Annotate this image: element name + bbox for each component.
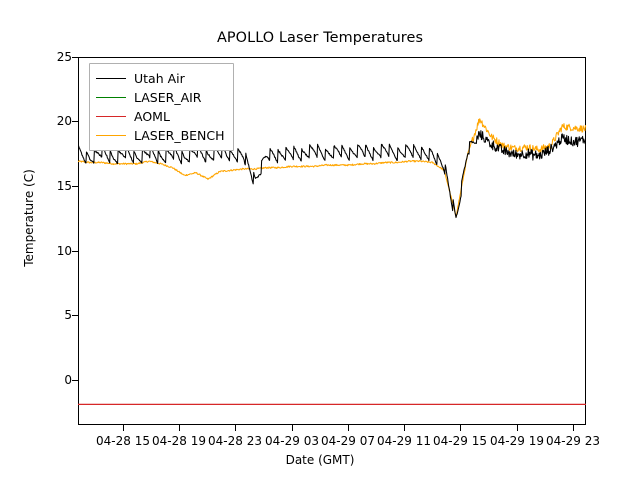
legend-label: LASER_AIR xyxy=(134,90,202,105)
series-utah-air xyxy=(78,130,586,219)
x-tick-mark xyxy=(348,425,350,431)
x-tick-mark xyxy=(517,425,519,431)
legend-swatch-line-icon xyxy=(96,116,126,117)
y-tick-label: 15 xyxy=(56,179,72,193)
x-tick-mark xyxy=(460,425,462,431)
y-tick-label: 20 xyxy=(56,114,72,128)
legend-item-utah-air[interactable]: Utah Air xyxy=(96,69,225,88)
x-tick-mark xyxy=(179,425,181,431)
chart-legend: Utah Air LASER_AIR AOML LASER_BENCH xyxy=(89,63,234,151)
y-tick-mark xyxy=(72,380,78,382)
x-tick-mark xyxy=(404,425,406,431)
legend-swatch-line-icon xyxy=(96,135,126,136)
x-tick-label: 04-28 19 xyxy=(152,434,206,448)
x-tick-label: 04-29 23 xyxy=(546,434,600,448)
legend-label: AOML xyxy=(134,109,170,124)
legend-item-laser-bench[interactable]: LASER_BENCH xyxy=(96,126,225,145)
legend-label: Utah Air xyxy=(134,71,185,86)
plot-traces xyxy=(78,118,586,406)
y-tick-mark xyxy=(72,186,78,188)
x-tick-label: 04-29 19 xyxy=(490,434,544,448)
y-axis-tick-labels: 25 20 15 10 5 0 xyxy=(28,51,72,425)
x-tick-mark xyxy=(292,425,294,431)
legend-item-aoml[interactable]: AOML xyxy=(96,107,225,126)
x-axis-label: Date (GMT) xyxy=(285,453,355,467)
x-tick-mark xyxy=(235,425,237,431)
legend-swatch-line-icon xyxy=(96,78,126,79)
x-tick-label: 04-29 03 xyxy=(265,434,319,448)
x-tick-label: 04-28 23 xyxy=(208,434,262,448)
x-tick-label: 04-29 15 xyxy=(433,434,487,448)
y-tick-mark xyxy=(72,121,78,123)
y-tick-label: 25 xyxy=(56,50,72,64)
legend-label: LASER_BENCH xyxy=(134,128,225,143)
y-tick-label: 0 xyxy=(64,373,72,387)
x-tick-mark xyxy=(573,425,575,431)
x-tick-label: 04-29 07 xyxy=(321,434,375,448)
y-tick-mark xyxy=(72,251,78,253)
x-tick-label: 04-29 11 xyxy=(377,434,431,448)
y-tick-label: 10 xyxy=(56,244,72,258)
y-tick-mark xyxy=(72,57,78,59)
y-tick-mark xyxy=(72,315,78,317)
legend-swatch-line-icon xyxy=(96,97,126,98)
x-tick-mark xyxy=(123,425,125,431)
legend-item-laser-air[interactable]: LASER_AIR xyxy=(96,88,225,107)
x-tick-label: 04-28 15 xyxy=(96,434,150,448)
chart-title: APOLLO Laser Temperatures xyxy=(216,30,424,46)
y-tick-label: 5 xyxy=(64,308,72,322)
